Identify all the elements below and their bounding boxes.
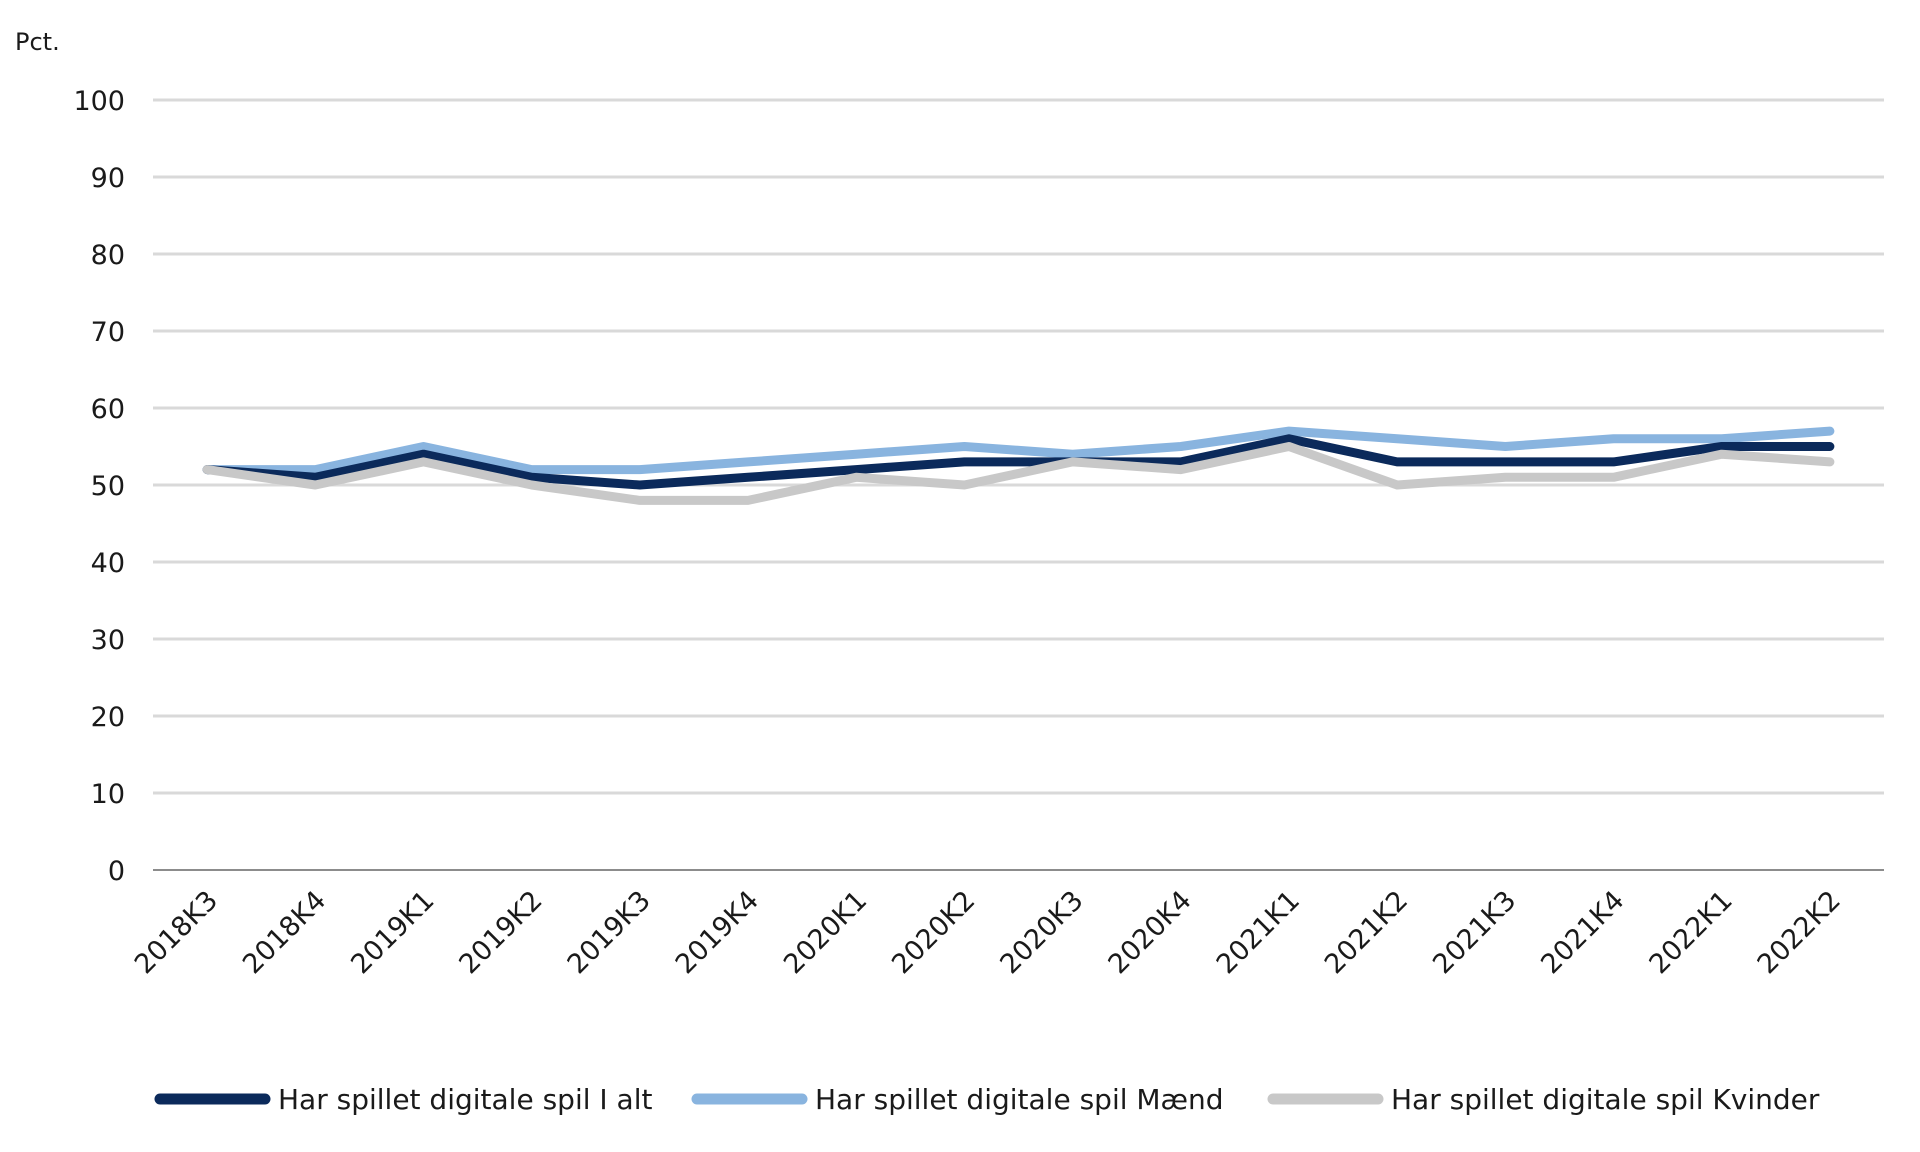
x-tick-label: 2022K1 — [1643, 885, 1738, 980]
x-tick-label: 2019K3 — [562, 885, 657, 980]
y-tick-label: 0 — [108, 856, 125, 887]
x-tick-label: 2021K3 — [1427, 885, 1522, 980]
x-tick-label: 2019K1 — [345, 885, 440, 980]
series-line-1 — [202, 426, 1835, 475]
y-tick-label: 70 — [91, 317, 125, 348]
y-tick-label: 10 — [91, 779, 125, 810]
legend: Har spillet digitale spil I alt Har spill… — [154, 1083, 1820, 1116]
x-tick-label: 2020K3 — [994, 885, 1089, 980]
x-tick-label: 2019K4 — [670, 885, 765, 980]
x-tick-label: 2020K1 — [778, 885, 873, 980]
x-tick-label: 2021K1 — [1211, 885, 1306, 980]
y-tick-label: 20 — [91, 702, 125, 733]
y-tick-label: 40 — [91, 548, 125, 579]
y-tick-label: 50 — [91, 471, 125, 502]
x-tick-label: 2022K2 — [1752, 885, 1847, 980]
y-tick-label: 90 — [91, 163, 125, 194]
x-tick-label: 2021K4 — [1535, 885, 1630, 980]
x-axis-ticks: 2018K3 2018K4 2019K1 2019K2 2019K3 2019K4 2020… — [129, 885, 1847, 980]
x-tick-label: 2020K4 — [1103, 885, 1198, 980]
x-tick-label: 2018K3 — [129, 885, 224, 980]
y-tick-label: 60 — [91, 394, 125, 425]
legend-label-1: Har spillet digitale spil Mænd — [815, 1083, 1224, 1116]
x-tick-label: 2019K2 — [453, 885, 548, 980]
y-tick-label: 30 — [91, 625, 125, 656]
x-tick-label: 2020K2 — [886, 885, 981, 980]
y-tick-label: 100 — [73, 86, 125, 117]
legend-label-2: Har spillet digitale spil Kvinder — [1391, 1083, 1820, 1116]
series-line-0 — [202, 434, 1835, 490]
y-tick-label: 80 — [91, 240, 125, 271]
series-line-2 — [202, 442, 1835, 505]
legend-label-0: Har spillet digitale spil I alt — [278, 1083, 652, 1116]
x-tick-label: 2018K4 — [237, 885, 332, 980]
y-axis-unit-label: Pct. — [15, 28, 60, 56]
y-axis-ticks: 0 10 20 30 40 50 60 70 80 90 100 — [73, 86, 125, 887]
series-lines — [202, 426, 1835, 505]
gridlines — [153, 98, 1884, 795]
x-tick-label: 2021K2 — [1319, 885, 1414, 980]
